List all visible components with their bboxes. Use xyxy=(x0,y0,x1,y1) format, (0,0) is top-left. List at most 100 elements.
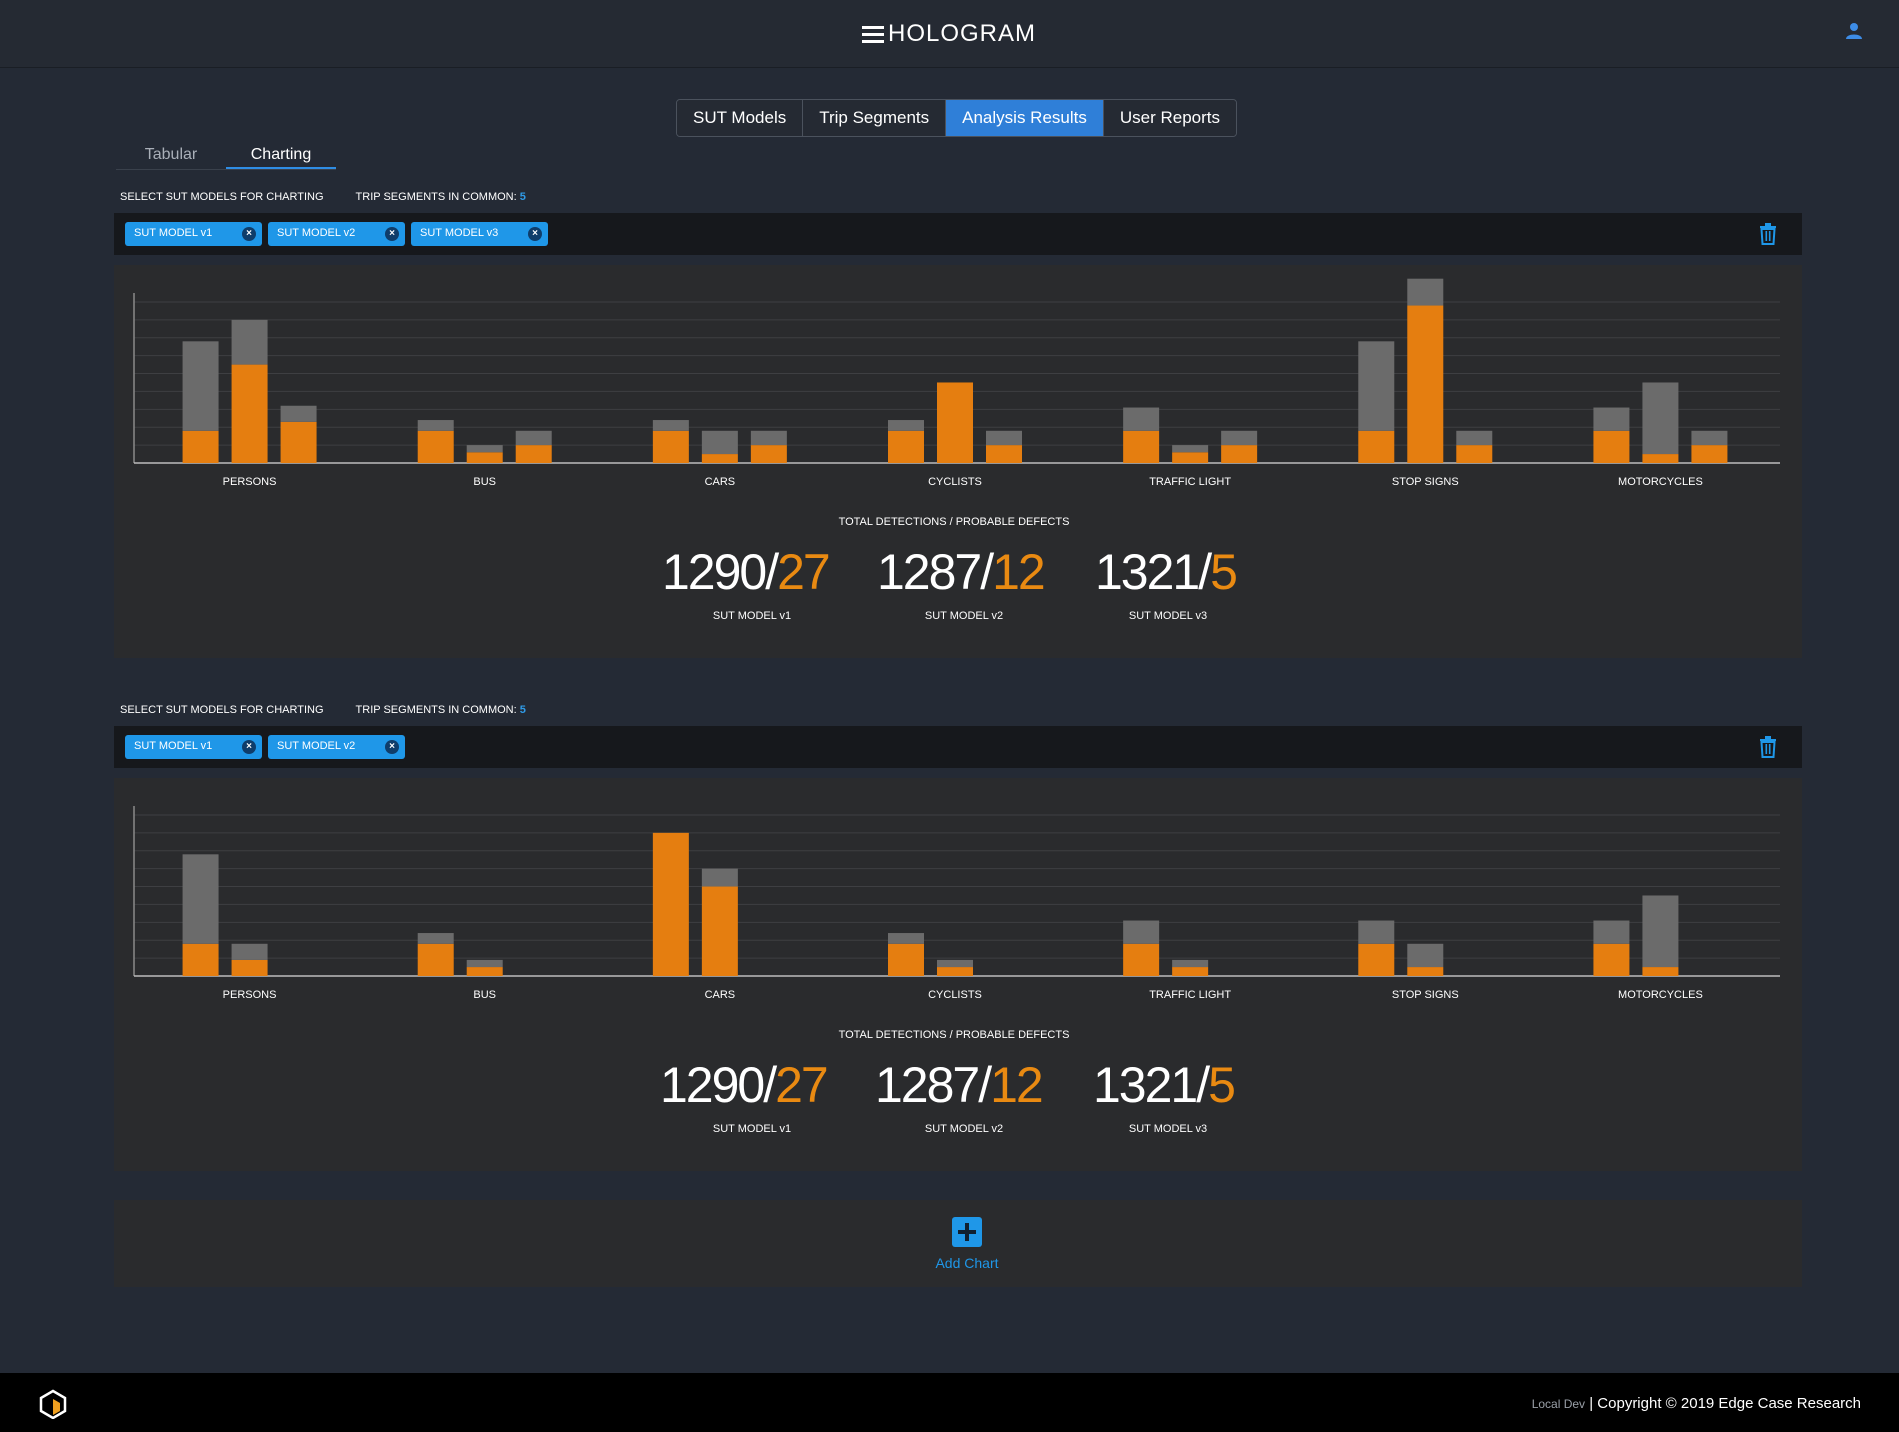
tab-tabular[interactable]: Tabular xyxy=(144,146,198,163)
footer: Local Dev | Copyright © 2019 Edge Case R… xyxy=(0,1373,1899,1432)
category-label: TRAFFIC LIGHT xyxy=(1149,476,1231,488)
bar-detections xyxy=(466,445,503,453)
model-chip[interactable]: SUT MODEL v1 × xyxy=(125,222,262,246)
bar-detections xyxy=(417,933,454,944)
bar-detections xyxy=(1691,430,1728,446)
total-v2: 1287/12 xyxy=(875,1056,1044,1114)
chip-label: SUT MODEL v1 xyxy=(134,227,213,239)
hamburger-lines-icon xyxy=(862,25,884,43)
model-chip[interactable]: SUT MODEL v1 × xyxy=(125,735,262,759)
remove-chip-icon[interactable]: × xyxy=(385,227,399,241)
add-chart-label[interactable]: Add Chart xyxy=(935,1255,999,1271)
bar-detections xyxy=(701,430,738,455)
top-navbar: HOLOGRAM xyxy=(0,0,1899,68)
bar-detections xyxy=(182,341,219,431)
totals-title: TOTAL DETECTIONS / PROBABLE DEFECTS xyxy=(838,516,1070,528)
category-label: CARS xyxy=(705,476,736,488)
bar-defects xyxy=(1691,445,1728,463)
bar-defects xyxy=(231,364,268,463)
bar-defects xyxy=(1407,305,1444,463)
bar-detections xyxy=(1358,341,1395,431)
category-label: MOTORCYCLES xyxy=(1618,476,1703,488)
user-icon[interactable] xyxy=(1845,22,1863,40)
panel-2-model-selector[interactable]: SUT MODEL v1 × SUT MODEL v2 × xyxy=(114,726,1802,768)
main-tabs: SUT Models Trip Segments Analysis Result… xyxy=(676,99,1237,137)
category-label: PERSONS xyxy=(223,989,277,1001)
tab-charting[interactable]: Charting xyxy=(226,142,336,169)
tab-trip-segments[interactable]: Trip Segments xyxy=(803,100,947,136)
remove-chip-icon[interactable]: × xyxy=(242,740,256,754)
model-chip[interactable]: SUT MODEL v3 × xyxy=(411,222,548,246)
category-label: BUS xyxy=(473,476,496,488)
bar-detections xyxy=(182,854,219,944)
bar-detections xyxy=(1593,920,1630,944)
bar-defects xyxy=(652,430,689,463)
remove-chip-icon[interactable]: × xyxy=(242,227,256,241)
bar-detections xyxy=(515,430,552,446)
category-label: STOP SIGNS xyxy=(1392,989,1459,1001)
tab-analysis-results[interactable]: Analysis Results xyxy=(946,100,1104,136)
bar-chart-1: PERSONS BUS CARS CYCLISTS TRAFFIC LIGHT STOP … xyxy=(133,278,1780,488)
bar-defects xyxy=(1593,943,1630,976)
category-label: CARS xyxy=(705,989,736,1001)
panel-1-model-selector[interactable]: SUT MODEL v1 × SUT MODEL v2 × SUT MODEL v3… xyxy=(114,213,1802,255)
remove-chip-icon[interactable]: × xyxy=(528,227,542,241)
model-chip[interactable]: SUT MODEL v2 × xyxy=(268,222,405,246)
chip-label: SUT MODEL v2 xyxy=(277,740,356,752)
total-model-label: SUT MODEL v2 xyxy=(924,610,1004,622)
bar-defects xyxy=(750,445,787,463)
bar-defects xyxy=(182,943,219,976)
chart-card-1: PERSONS BUS CARS CYCLISTS TRAFFIC LIGHT STOP … xyxy=(114,265,1802,658)
tab-sut-models[interactable]: SUT Models xyxy=(677,100,804,136)
category-label: MOTORCYCLES xyxy=(1618,989,1703,1001)
detections-count: 1290/ xyxy=(660,1057,777,1113)
bar-defects xyxy=(888,430,924,463)
bar-defects xyxy=(1221,445,1258,463)
trash-icon[interactable] xyxy=(1758,223,1778,245)
bar-detections xyxy=(937,959,973,968)
bar-defects xyxy=(888,943,924,976)
plus-square-icon[interactable] xyxy=(952,1217,982,1247)
bar-detections xyxy=(652,420,689,431)
total-v3: 1321/5 xyxy=(1093,1056,1236,1114)
defects-count: 27 xyxy=(777,544,831,600)
defects-count: 27 xyxy=(775,1057,829,1113)
defects-count: 5 xyxy=(1210,544,1238,600)
bar-defects xyxy=(231,959,268,976)
defects-count: 12 xyxy=(992,544,1046,600)
bar-detections xyxy=(1642,382,1679,455)
bar-defects xyxy=(1456,445,1493,463)
total-model-label: SUT MODEL v3 xyxy=(1128,610,1208,622)
copyright-text: | Copyright © 2019 Edge Case Research xyxy=(1589,1395,1861,1412)
chip-label: SUT MODEL v2 xyxy=(277,227,356,239)
bar-defects xyxy=(701,454,738,463)
total-model-label: SUT MODEL v3 xyxy=(1128,1123,1208,1135)
panel-1-header: SELECT SUT MODELS FOR CHARTING TRIP SEGM… xyxy=(120,191,526,205)
select-models-label: SELECT SUT MODELS FOR CHARTING xyxy=(120,191,324,203)
model-chip[interactable]: SUT MODEL v2 × xyxy=(268,735,405,759)
trip-segments-common: TRIP SEGMENTS IN COMMON: 5 xyxy=(356,704,526,718)
bar-detections xyxy=(231,319,268,365)
bar-detections xyxy=(1456,430,1493,446)
bar-defects xyxy=(1642,967,1679,976)
bar-defects xyxy=(986,445,1022,463)
total-v2: 1287/12 xyxy=(877,543,1046,601)
bar-defects xyxy=(417,430,454,463)
bar-chart-2: PERSONS BUS CARS CYCLISTS TRAFFIC LIGHT STOP … xyxy=(133,806,1780,1001)
remove-chip-icon[interactable]: × xyxy=(385,740,399,754)
add-chart-button[interactable]: Add Chart xyxy=(907,1217,1027,1273)
bar-defects xyxy=(280,421,317,463)
bar-detections xyxy=(466,959,503,968)
view-mode-tabs: Tabular Charting xyxy=(116,142,336,170)
bar-detections xyxy=(986,430,1022,446)
defects-count: 5 xyxy=(1208,1057,1236,1113)
tab-user-reports[interactable]: User Reports xyxy=(1103,100,1236,136)
bar-defects xyxy=(1172,967,1209,976)
bar-defects xyxy=(1123,943,1160,976)
bar-detections xyxy=(1358,920,1395,944)
chart-card-2: PERSONS BUS CARS CYCLISTS TRAFFIC LIGHT STOP … xyxy=(114,778,1802,1171)
bar-defects xyxy=(1642,454,1679,463)
bar-detections xyxy=(1221,430,1258,446)
app-brand[interactable]: HOLOGRAM xyxy=(862,18,1036,50)
trash-icon[interactable] xyxy=(1758,736,1778,758)
